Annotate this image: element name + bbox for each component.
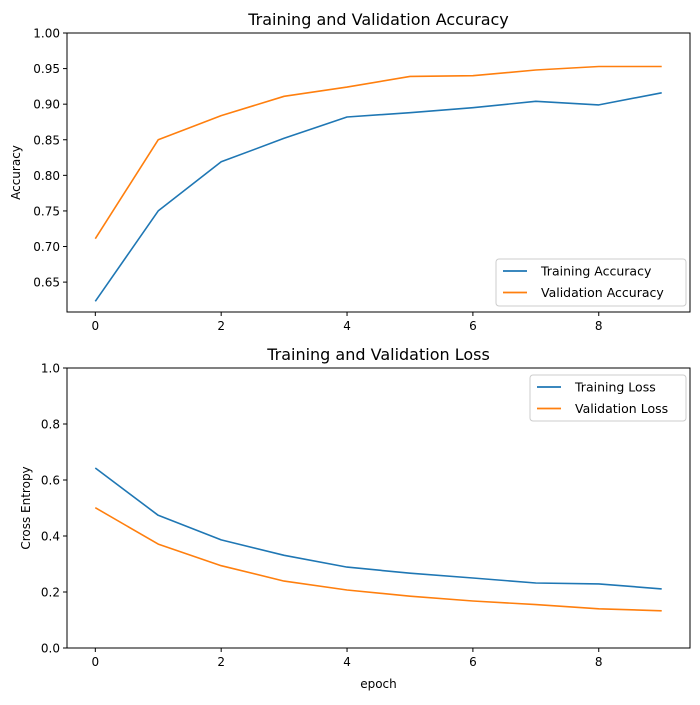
y-tick-label: 0.0 (41, 642, 60, 656)
legend: Training Accuracy Validation Accuracy (496, 259, 686, 306)
y-tick-label: 1.00 (33, 27, 60, 41)
y-tick-label: 0.95 (33, 62, 60, 76)
y-tick-label: 0.2 (41, 586, 60, 600)
series-line-training-loss (95, 468, 661, 589)
x-tick-label: 4 (343, 319, 351, 333)
y-tick-label: 0.70 (33, 240, 60, 254)
y-tick-label: 0.80 (33, 169, 60, 183)
y-tick-label: 0.65 (33, 276, 60, 290)
y-tick-label: 1.0 (41, 362, 60, 376)
y-tick-label: 0.85 (33, 133, 60, 147)
legend-label: Training Accuracy (540, 264, 652, 279)
series-line-validation-accuracy (95, 67, 661, 239)
x-tick-label: 2 (217, 319, 225, 333)
x-tick-label: 6 (469, 655, 477, 669)
chart-1: Training and Validation Loss 0 2 4 6 8 0.0 0.2 0… (19, 345, 690, 691)
x-tick-label: 6 (469, 319, 477, 333)
legend-label: Validation Loss (575, 401, 668, 416)
x-axis-label: epoch (360, 677, 397, 691)
chart-title: Training and Validation Accuracy (247, 10, 509, 29)
y-tick-label: 0.75 (33, 204, 60, 218)
y-axis-label: Cross Entropy (19, 466, 33, 549)
x-tick-label: 8 (595, 319, 603, 333)
legend-label: Training Loss (574, 380, 656, 395)
x-tick-label: 4 (343, 655, 351, 669)
y-axis-label: Accuracy (9, 145, 23, 200)
chart-title: Training and Validation Loss (266, 345, 490, 364)
chart-0: Training and Validation Accuracy 0 2 4 6 8 0.6… (9, 10, 690, 333)
y-tick-label: 0.4 (41, 530, 60, 544)
x-tick-label: 8 (595, 655, 603, 669)
x-tick-label: 0 (91, 319, 99, 333)
y-tick-label: 0.90 (33, 98, 60, 112)
y-tick-label: 0.6 (41, 474, 60, 488)
x-tick-label: 0 (91, 655, 99, 669)
x-tick-label: 2 (217, 655, 225, 669)
legend: Training Loss Validation Loss (530, 375, 686, 421)
y-tick-label: 0.8 (41, 418, 60, 432)
legend-label: Validation Accuracy (541, 285, 664, 300)
